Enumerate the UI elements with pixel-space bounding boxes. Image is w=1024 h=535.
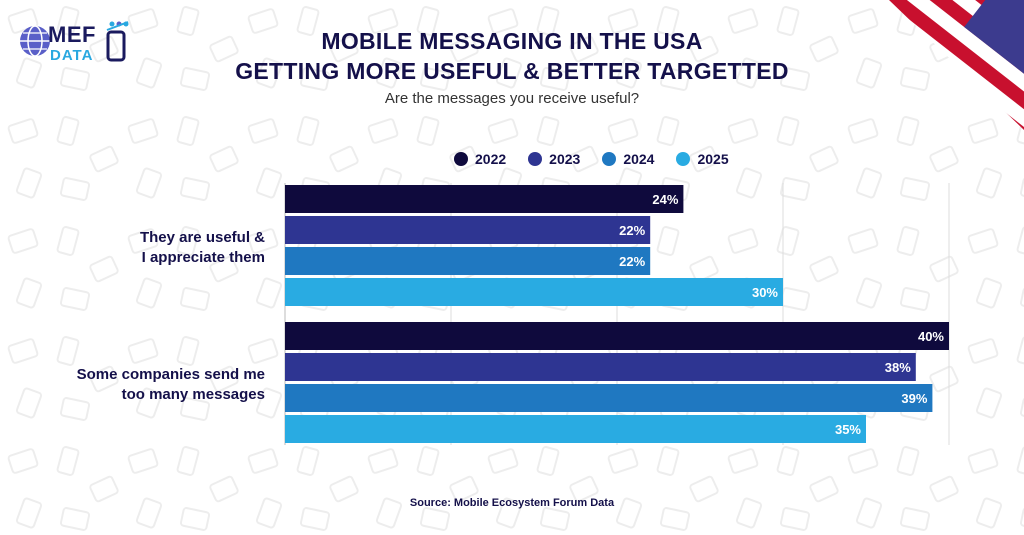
- data-label: 38%: [885, 360, 911, 375]
- data-label: 22%: [619, 254, 645, 269]
- legend-item-2023: 2023: [528, 151, 580, 167]
- mef-data-logo: MEF DATA: [18, 18, 148, 74]
- legend-label: 2023: [549, 151, 581, 167]
- bar-2025-useful: [285, 278, 783, 306]
- category-label-line: too many messages: [121, 386, 265, 403]
- legend-swatch: [454, 152, 468, 166]
- bar-2024-useful: [285, 247, 651, 275]
- category-label-too-many: Some companies send me too many messages: [55, 365, 265, 405]
- legend-label: 2024: [623, 151, 655, 167]
- title-line-1: MOBILE MESSAGING IN THE USA: [321, 28, 703, 54]
- title-line-2: GETTING MORE USEFUL & BETTER TARGETTED: [235, 58, 789, 84]
- bar-2022-too-many: [285, 322, 949, 350]
- category-label-line: They are useful &: [139, 229, 265, 246]
- legend-swatch: [676, 152, 691, 166]
- globe-icon: [20, 25, 50, 57]
- bar-2022-useful: [285, 185, 684, 213]
- legend-item-2024: 2024: [602, 151, 654, 167]
- legend-swatch: [528, 152, 543, 166]
- bar-2025-too-many: [285, 415, 866, 443]
- logo-text-data: DATA: [50, 47, 94, 64]
- category-label-line: I appreciate them: [141, 249, 265, 266]
- category-label-line: Some companies send me: [76, 366, 265, 383]
- data-label: 22%: [619, 223, 645, 238]
- bar-2023-useful: [285, 216, 651, 244]
- data-label: 24%: [652, 192, 678, 207]
- legend-item-2025: 2025: [676, 151, 729, 167]
- data-label: 35%: [835, 422, 861, 437]
- legend-item-2022: 2022: [454, 151, 506, 167]
- data-label: 30%: [752, 285, 778, 300]
- logo-text-mef: MEF: [48, 22, 96, 47]
- category-label-useful: They are useful & I appreciate them: [55, 228, 265, 268]
- chart-legend: 2022 2023 2024 2025: [454, 151, 729, 167]
- data-label: 39%: [901, 391, 927, 406]
- usa-flag-icon: [889, 0, 1024, 130]
- bar-2024-too-many: [285, 384, 933, 412]
- legend-label: 2022: [475, 151, 507, 167]
- data-label: 40%: [918, 329, 944, 344]
- legend-swatch: [602, 152, 617, 166]
- source-note: Source: Mobile Ecosystem Forum Data: [409, 497, 615, 509]
- chart-subtitle: Are the messages you receive useful?: [384, 90, 640, 107]
- phone-people-icon: [106, 21, 129, 62]
- bar-2023-too-many: [285, 353, 916, 381]
- legend-label: 2025: [697, 151, 729, 167]
